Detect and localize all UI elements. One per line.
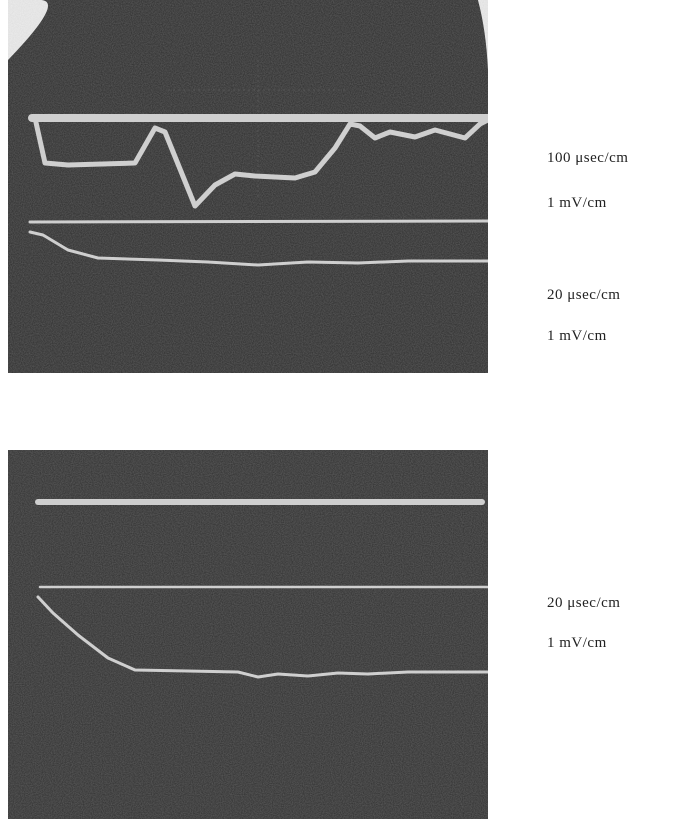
sensitivity-label: 1 mV/cm [547,195,607,212]
timebase-label: 100 μsec/cm [547,150,628,167]
timebase-label: 20 μsec/cm [547,287,620,304]
timebase-label: 20 μsec/cm [547,595,620,612]
sensitivity-label: 1 mV/cm [547,635,607,652]
oscilloscope-photo [8,450,488,819]
page: 100 μsec/cm 1 mV/cm 20 μsec/cm 1 mV/cm 2… [0,0,697,819]
oscilloscope-photo [8,0,488,373]
sensitivity-label: 1 mV/cm [547,328,607,345]
